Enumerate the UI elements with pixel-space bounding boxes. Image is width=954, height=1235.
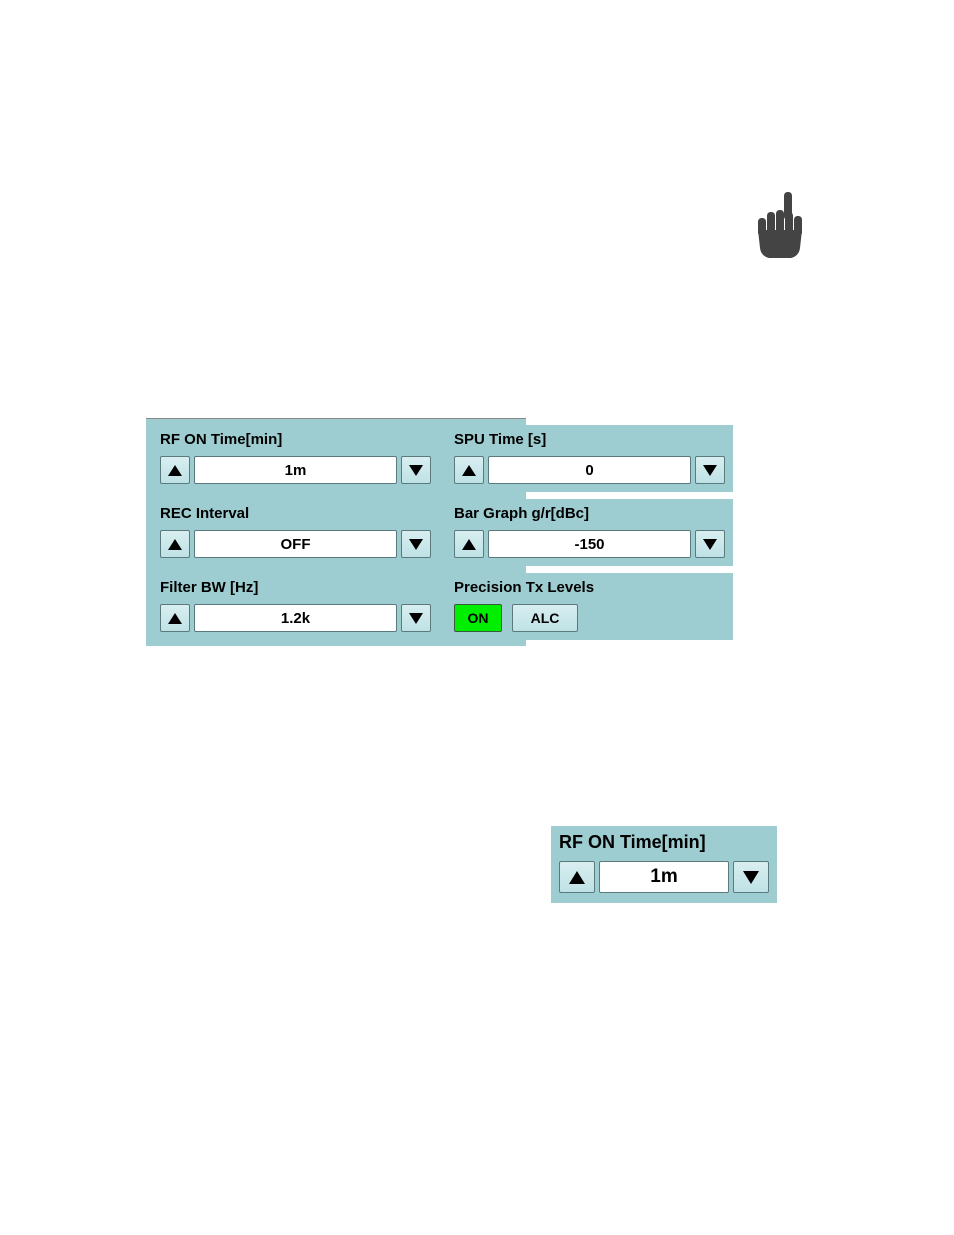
rf-on-time-label: RF ON Time[min] (158, 431, 433, 448)
precision-tx-on-button[interactable]: ON (454, 604, 502, 632)
triangle-up-icon (462, 465, 476, 476)
triangle-up-icon (168, 539, 182, 550)
triangle-down-icon (409, 613, 423, 624)
bar-graph-value[interactable] (488, 530, 691, 558)
filter-bw-value[interactable] (194, 604, 397, 632)
triangle-up-icon (569, 871, 585, 884)
rf-on-time-up-button[interactable] (160, 456, 190, 484)
triangle-down-icon (409, 539, 423, 550)
triangle-down-icon (703, 539, 717, 550)
filter-bw-label: Filter BW [Hz] (158, 579, 433, 596)
triangle-up-icon (462, 539, 476, 550)
rec-interval-value[interactable] (194, 530, 397, 558)
rec-interval-controls (158, 530, 433, 558)
rf-on-time-panel-detail: RF ON Time[min] (551, 826, 777, 903)
filter-bw-up-button[interactable] (160, 604, 190, 632)
spu-time-down-button[interactable] (695, 456, 725, 484)
settings-panel: RF ON Time[min] SPU Time [s] REC Interva… (146, 418, 526, 646)
rec-interval-up-button[interactable] (160, 530, 190, 558)
precision-tx-controls: ON ALC (452, 604, 727, 632)
rf-on-time-detail-controls (551, 861, 777, 903)
bar-graph-up-button[interactable] (454, 530, 484, 558)
triangle-down-icon (409, 465, 423, 476)
bar-graph-label: Bar Graph g/r[dBc] (452, 505, 727, 522)
rf-on-time-detail-down-button[interactable] (733, 861, 769, 893)
triangle-down-icon (743, 871, 759, 884)
filter-bw-down-button[interactable] (401, 604, 431, 632)
spu-time-controls (452, 456, 727, 484)
filter-bw-cell: Filter BW [Hz] (152, 573, 439, 640)
spu-time-cell: SPU Time [s] (446, 425, 733, 492)
rec-interval-cell: REC Interval (152, 499, 439, 566)
bar-graph-down-button[interactable] (695, 530, 725, 558)
triangle-down-icon (703, 465, 717, 476)
rf-on-time-cell: RF ON Time[min] (152, 425, 439, 492)
bar-graph-cell: Bar Graph g/r[dBc] (446, 499, 733, 566)
bar-graph-controls (452, 530, 727, 558)
triangle-up-icon (168, 465, 182, 476)
rf-on-time-value[interactable] (194, 456, 397, 484)
triangle-up-icon (168, 613, 182, 624)
filter-bw-controls (158, 604, 433, 632)
rec-interval-label: REC Interval (158, 505, 433, 522)
precision-tx-label: Precision Tx Levels (452, 579, 727, 596)
rf-on-time-controls (158, 456, 433, 484)
precision-tx-alc-button[interactable]: ALC (512, 604, 578, 632)
rec-interval-down-button[interactable] (401, 530, 431, 558)
rf-on-time-detail-label: RF ON Time[min] (551, 826, 777, 853)
spu-time-value[interactable] (488, 456, 691, 484)
pointing-hand-icon (755, 190, 803, 260)
rf-on-time-down-button[interactable] (401, 456, 431, 484)
rf-on-time-detail-up-button[interactable] (559, 861, 595, 893)
rf-on-time-detail-value[interactable] (599, 861, 729, 893)
spu-time-up-button[interactable] (454, 456, 484, 484)
spu-time-label: SPU Time [s] (452, 431, 727, 448)
precision-tx-cell: Precision Tx Levels ON ALC (446, 573, 733, 640)
